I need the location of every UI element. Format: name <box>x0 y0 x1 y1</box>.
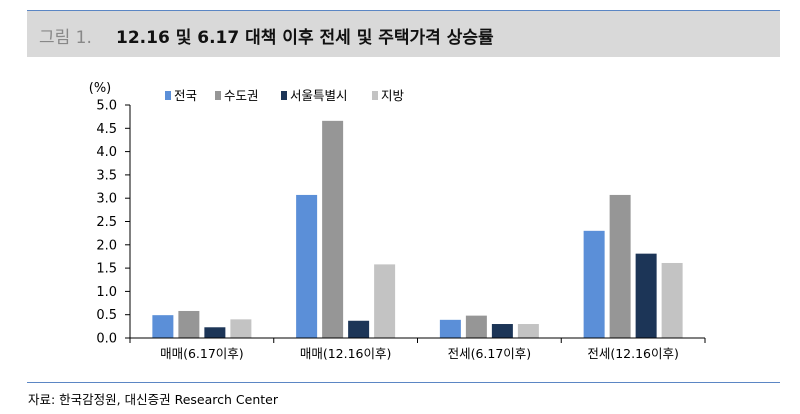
legend-swatch <box>165 91 171 100</box>
x-category-label: 전세(12.16이후) <box>587 346 679 361</box>
bar <box>517 324 539 338</box>
y-tick-label: 3.5 <box>96 168 117 183</box>
bar <box>348 320 370 338</box>
source-note: 자료: 한국감정원, 대신증권 Research Center <box>28 392 278 407</box>
x-category-label: 전세(6.17이후) <box>448 346 532 361</box>
bar <box>296 194 318 338</box>
bar <box>374 264 396 338</box>
legend-label: 서울특별시 <box>290 88 348 103</box>
figure-title: 12.16 및 6.17 대책 이후 전세 및 주택가격 상승률 <box>116 28 494 48</box>
y-axis: 0.0 0.5 1.0 1.5 2.0 2.5 3.0 3.5 4.0 4.5 5.0 (%) <box>89 81 131 347</box>
bar-chart: 0.0 0.5 1.0 1.5 2.0 2.5 3.0 3.5 4.0 4.5 5.0 (%) 전국 수… <box>89 81 706 361</box>
y-tick-label: 1.0 <box>96 285 117 300</box>
legend-label: 수도권 <box>224 88 259 103</box>
legend-label: 지방 <box>381 88 405 103</box>
bar <box>661 262 683 338</box>
y-tick-label: 2.5 <box>96 215 117 230</box>
y-tick-label: 0.5 <box>96 308 117 323</box>
bar <box>152 315 174 338</box>
figure-title-bar: 그림 1. 12.16 및 6.17 대책 이후 전세 및 주택가격 상승률 <box>27 10 780 57</box>
x-axis: 매매(6.17이후) 매매(12.16이후) 전세(6.17이후) 전세(12.16이… <box>129 337 706 361</box>
legend-swatch <box>215 91 221 100</box>
bar <box>583 230 605 338</box>
y-tick-label: 2.0 <box>96 238 117 253</box>
y-tick-label: 1.5 <box>96 262 117 277</box>
figure-number: 그림 1. <box>39 28 92 48</box>
y-tick-label: 4.5 <box>96 122 117 137</box>
source-rule <box>27 382 780 383</box>
bars <box>152 120 683 339</box>
y-tick-label: 3.0 <box>96 192 117 207</box>
bar <box>465 315 487 338</box>
bar <box>230 319 252 338</box>
bar <box>178 310 200 338</box>
legend-label: 전국 <box>174 88 197 103</box>
bar <box>635 253 657 338</box>
legend-swatch <box>372 91 378 100</box>
y-tick-label: 5.0 <box>96 99 117 114</box>
bar <box>609 194 631 338</box>
y-tick-label: 0.0 <box>96 332 117 347</box>
legend: 전국 수도권 서울특별시 지방 <box>165 88 405 103</box>
bar <box>439 319 461 338</box>
y-tick-label: 4.0 <box>96 145 117 160</box>
bar <box>491 324 513 338</box>
y-axis-unit-label: (%) <box>89 81 112 96</box>
x-category-label: 매매(12.16이후) <box>300 346 392 361</box>
legend-swatch <box>281 91 287 100</box>
bar <box>322 120 344 339</box>
x-category-label: 매매(6.17이후) <box>160 346 244 361</box>
bar <box>204 327 226 338</box>
